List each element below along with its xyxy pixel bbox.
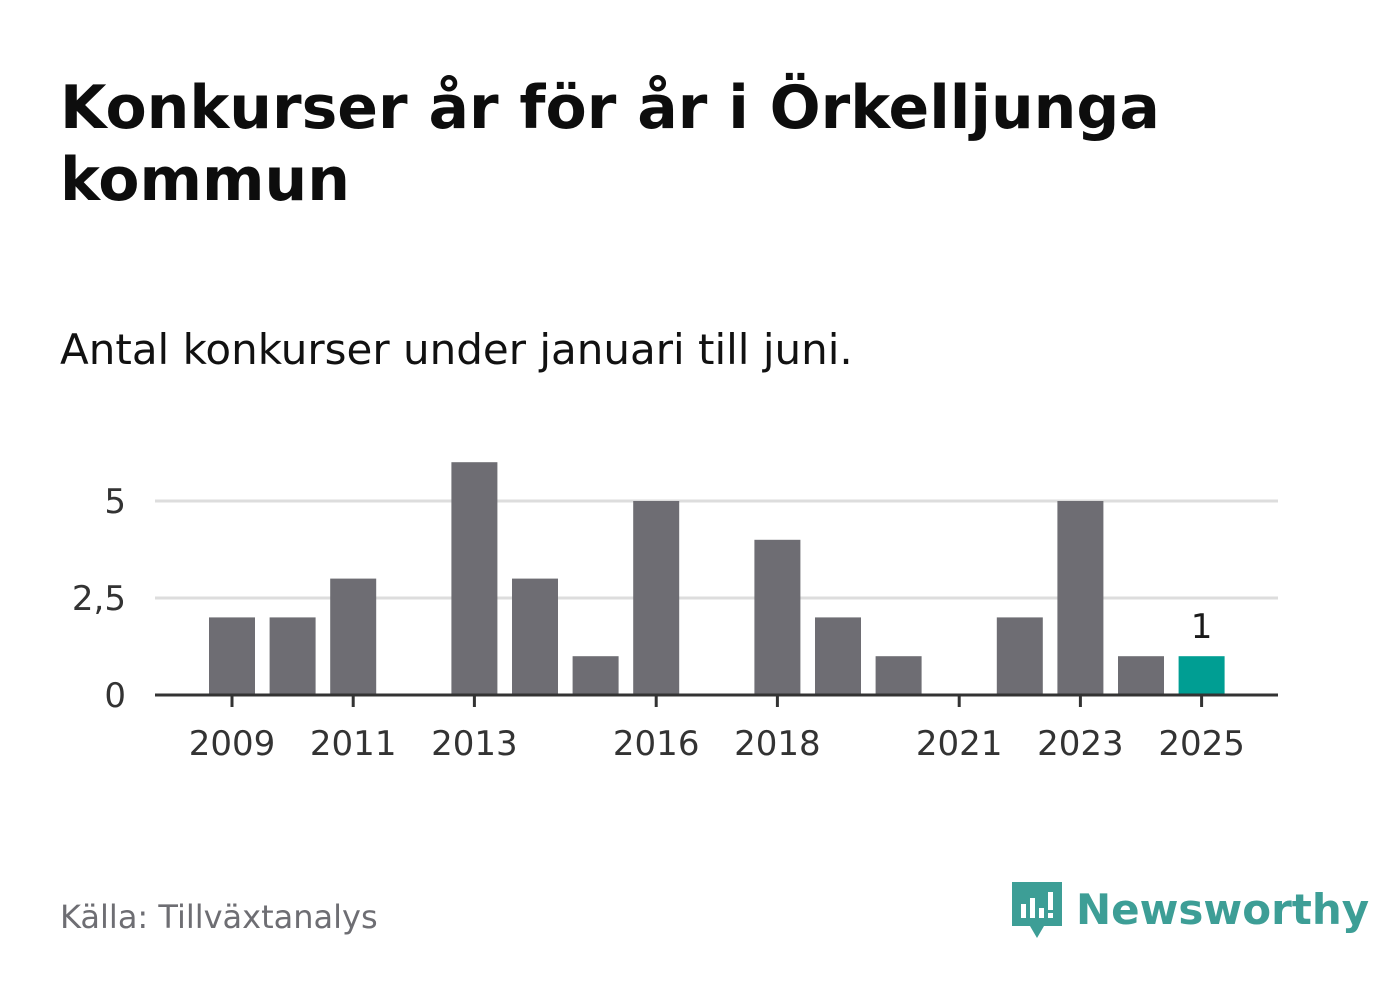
brand-logo: Newsworthy (1010, 880, 1369, 940)
bar-2014 (512, 578, 558, 695)
gridlines (155, 499, 1278, 600)
bar-2018 (754, 539, 801, 695)
chart-title: Konkurser år för år i Örkelljunga kommun (60, 73, 1160, 215)
bar-chart: 1 0 2,5 5 2009 2011 2013 2016 2018 2021 2023 2025 (72, 462, 1278, 764)
bar-2016 (633, 501, 680, 695)
bar-2009 (209, 617, 255, 695)
y-tick-label: 5 (104, 482, 126, 522)
x-tick-label: 2018 (734, 724, 821, 764)
axes: 0 2,5 5 2009 2011 2013 2016 2018 2021 2023 2025 (72, 482, 1278, 764)
brand-name: Newsworthy (1076, 885, 1370, 934)
data-labels: 1 (1191, 607, 1213, 647)
x-tick-label: 2025 (1158, 724, 1245, 764)
bar-2011 (330, 578, 377, 695)
x-tick-label: 2021 (916, 724, 1003, 764)
bar-2022 (996, 617, 1043, 695)
x-tick-label: 2013 (431, 724, 518, 764)
x-tick-label: 2011 (310, 724, 397, 764)
bars (209, 462, 1225, 695)
x-tick-label: 2023 (1037, 724, 1124, 764)
x-tick-label: 2016 (613, 724, 700, 764)
chart-subtitle: Antal konkurser under januari till juni. (60, 325, 853, 374)
bar-2025 (1178, 656, 1225, 695)
bar-2010 (269, 617, 316, 695)
bar-2019 (815, 617, 861, 695)
data-label: 1 (1191, 607, 1213, 647)
bar-2015 (572, 656, 619, 695)
bar-2024 (1118, 656, 1164, 695)
bar-2020 (875, 656, 922, 695)
y-tick-label: 2,5 (72, 579, 126, 619)
x-tick-label: 2009 (189, 724, 276, 764)
y-tick-label: 0 (104, 676, 126, 716)
newsworthy-logo-icon (1012, 882, 1062, 938)
source-note: Källa: Tillväxtanalys (60, 898, 378, 936)
bar-2023 (1057, 501, 1104, 695)
bar-2013 (451, 462, 498, 695)
